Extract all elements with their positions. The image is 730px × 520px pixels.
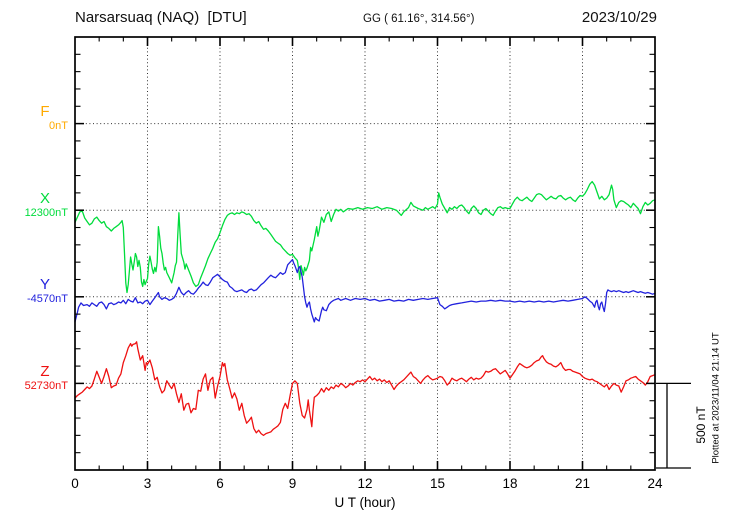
trace-y — [74, 258, 656, 323]
scale-bar — [656, 382, 691, 469]
component-label-f: F 0nT — [0, 104, 68, 133]
plot-date: 2023/10/29 — [581, 9, 657, 26]
x-axis-tick-label: 3 — [143, 476, 152, 491]
component-baseline-x: 12300nT — [24, 207, 68, 219]
station-title: Narsarsuaq (NAQ) [DTU] — [75, 9, 247, 26]
y-axis-ticks — [75, 53, 655, 454]
x-axis-tick-label: 21 — [574, 476, 591, 491]
gg-coordinates: GG ( 61.16°, 314.56°) — [363, 13, 475, 25]
component-letter-f: F — [40, 103, 50, 120]
component-baseline-y: -4570nT — [27, 293, 68, 305]
trace-x — [74, 180, 656, 294]
x-axis-tick-label: 6 — [216, 476, 224, 491]
component-label-x: X 12300nT — [0, 191, 68, 220]
component-baseline-f: 0nT — [49, 120, 68, 132]
x-axis-tick-label: 24 — [647, 476, 663, 491]
component-label-z: Z 52730nT — [0, 364, 68, 393]
grid-lines — [147, 37, 583, 470]
component-label-y: Y -4570nT — [0, 277, 68, 306]
component-baselines — [75, 123, 655, 384]
x-axis-tick-label: 12 — [357, 476, 373, 491]
x-axis-label: U T (hour) — [334, 495, 396, 510]
plotted-at-note: Plotted at 2023/11/04 21:14 UT — [710, 332, 722, 464]
trace-z — [74, 341, 656, 437]
x-axis-tick-label: 9 — [288, 476, 297, 491]
x-axis-tick-label: 18 — [502, 476, 518, 491]
component-baseline-z: 52730nT — [24, 380, 68, 392]
component-letter-y: Y — [39, 276, 50, 293]
x-axis-ticks — [98, 37, 632, 470]
x-axis-tick-label: 15 — [429, 476, 446, 491]
component-letter-z: Z — [40, 363, 50, 380]
x-axis-tick-label: 0 — [71, 476, 79, 491]
scale-bar-label: 500 nT — [694, 406, 708, 444]
component-letter-x: X — [39, 190, 50, 207]
